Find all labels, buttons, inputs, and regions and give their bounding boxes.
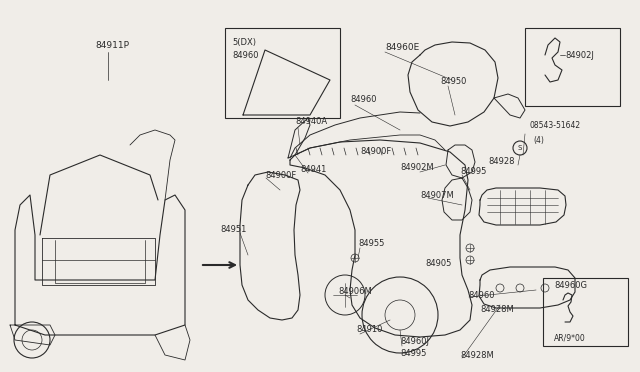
Text: (4): (4) <box>533 135 544 144</box>
Text: 84900F: 84900F <box>360 148 391 157</box>
Text: 84902J: 84902J <box>565 51 594 60</box>
Text: 84960G: 84960G <box>554 280 587 289</box>
Text: 84907M: 84907M <box>420 190 454 199</box>
Text: 84960J: 84960J <box>400 337 429 346</box>
Bar <box>525 28 620 106</box>
Text: 5(DX): 5(DX) <box>232 38 256 46</box>
Text: 84950: 84950 <box>440 77 467 87</box>
Text: S: S <box>518 145 522 151</box>
Text: 84955: 84955 <box>358 240 385 248</box>
Text: 84928M: 84928M <box>460 350 493 359</box>
Text: 84960: 84960 <box>232 51 259 60</box>
Text: 84940A: 84940A <box>295 118 327 126</box>
Text: 84960: 84960 <box>350 96 376 105</box>
Text: 84951: 84951 <box>220 225 246 234</box>
Bar <box>225 28 340 118</box>
Text: 08543-51642: 08543-51642 <box>530 121 581 129</box>
Text: 84905: 84905 <box>425 260 451 269</box>
Text: 84960: 84960 <box>468 291 495 299</box>
Text: 84928: 84928 <box>488 157 515 167</box>
Text: 84900F: 84900F <box>265 170 296 180</box>
Text: 84960E: 84960E <box>385 44 419 52</box>
Text: 84928M: 84928M <box>480 305 514 314</box>
Text: 84995: 84995 <box>460 167 486 176</box>
Text: 84995: 84995 <box>400 350 426 359</box>
Text: 84902M: 84902M <box>400 164 434 173</box>
Text: AR/9*00: AR/9*00 <box>554 334 586 343</box>
Text: 84906M: 84906M <box>338 288 372 296</box>
Bar <box>543 278 628 346</box>
Text: 84911P: 84911P <box>95 41 129 49</box>
Text: 84941: 84941 <box>300 166 326 174</box>
Text: 84910: 84910 <box>356 326 382 334</box>
